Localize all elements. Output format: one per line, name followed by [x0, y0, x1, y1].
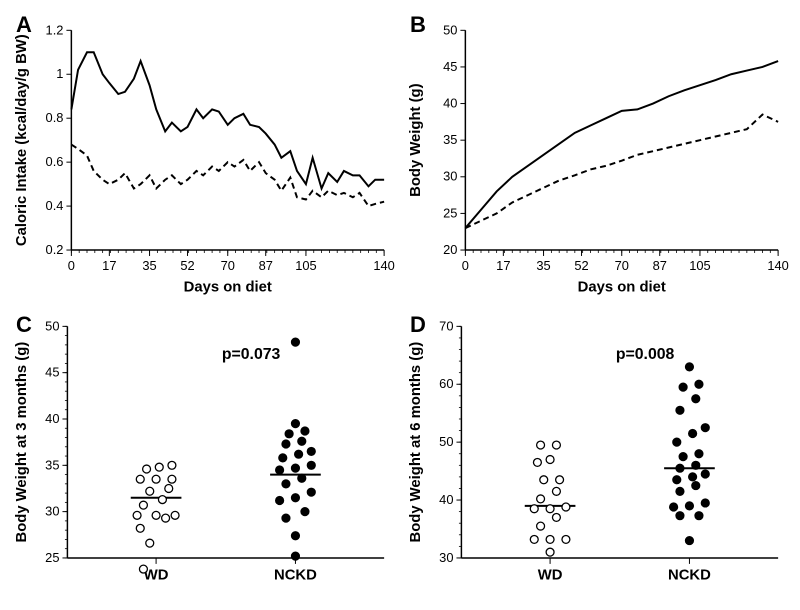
svg-text:87: 87 [259, 258, 273, 273]
svg-text:17: 17 [496, 258, 510, 273]
svg-text:NCKD: NCKD [668, 568, 711, 584]
svg-text:p=0.073: p=0.073 [222, 346, 281, 363]
svg-text:0: 0 [68, 258, 75, 273]
svg-text:35: 35 [443, 132, 457, 147]
panel-b: B 20 25 30 35 40 45 50 0 17 35 52 70 87 105 140 Days on… [404, 10, 790, 302]
svg-text:40: 40 [443, 96, 457, 111]
svg-text:105: 105 [689, 258, 710, 273]
svg-text:Body Weight (g): Body Weight (g) [408, 83, 424, 196]
svg-text:140: 140 [373, 258, 394, 273]
svg-text:20: 20 [443, 242, 457, 257]
svg-text:50: 50 [439, 434, 453, 449]
svg-text:52: 52 [180, 258, 194, 273]
svg-text:1: 1 [56, 66, 63, 81]
svg-text:35: 35 [142, 258, 156, 273]
svg-text:NCKD: NCKD [274, 568, 317, 584]
svg-text:p=0.008: p=0.008 [616, 346, 675, 363]
svg-text:35: 35 [45, 457, 59, 472]
svg-text:140: 140 [767, 258, 788, 273]
svg-text:70: 70 [221, 258, 235, 273]
svg-text:50: 50 [45, 318, 59, 333]
svg-text:35: 35 [536, 258, 550, 273]
svg-text:40: 40 [439, 492, 453, 507]
panel-a: A 0.2 0.4 0.6 0.8 1 1.2 0 17 35 52 70 87 105 140 Days … [10, 10, 396, 302]
panel-d: D 30 40 50 60 70 WD NCKD p=0.008 Body Weight at … [404, 310, 790, 602]
svg-text:70: 70 [615, 258, 629, 273]
svg-text:25: 25 [45, 550, 59, 565]
svg-text:45: 45 [443, 59, 457, 74]
svg-text:52: 52 [574, 258, 588, 273]
svg-text:Days on diet: Days on diet [578, 280, 666, 296]
svg-text:60: 60 [439, 376, 453, 391]
panel-b-label: B [410, 12, 426, 38]
svg-text:Caloric Intake (kcal/day/g BW): Caloric Intake (kcal/day/g BW) [14, 34, 30, 246]
svg-text:17: 17 [102, 258, 116, 273]
svg-text:0.4: 0.4 [46, 198, 64, 213]
svg-text:30: 30 [439, 550, 453, 565]
svg-text:70: 70 [439, 318, 453, 333]
panel-d-label: D [410, 312, 426, 338]
panel-a-label: A [16, 12, 32, 38]
svg-text:87: 87 [653, 258, 667, 273]
svg-text:0.2: 0.2 [46, 242, 64, 257]
svg-text:30: 30 [443, 169, 457, 184]
svg-text:25: 25 [443, 205, 457, 220]
panel-c-label: C [16, 312, 32, 338]
svg-text:0.6: 0.6 [46, 154, 64, 169]
svg-text:Body Weight at 3 months (g): Body Weight at 3 months (g) [14, 342, 30, 543]
svg-text:Body Weight at 6 months (g): Body Weight at 6 months (g) [408, 342, 424, 543]
svg-text:Days on diet: Days on diet [184, 280, 272, 296]
panel-c: C 253035404550WDNCKDp=0.073Body Weight a… [10, 310, 396, 602]
svg-text:50: 50 [443, 22, 457, 37]
svg-text:40: 40 [45, 411, 59, 426]
svg-text:30: 30 [45, 504, 59, 519]
svg-text:WD: WD [538, 568, 563, 584]
svg-text:0.8: 0.8 [46, 110, 64, 125]
svg-text:1.2: 1.2 [46, 22, 64, 37]
svg-text:0: 0 [462, 258, 469, 273]
svg-text:45: 45 [45, 365, 59, 380]
svg-text:105: 105 [295, 258, 316, 273]
